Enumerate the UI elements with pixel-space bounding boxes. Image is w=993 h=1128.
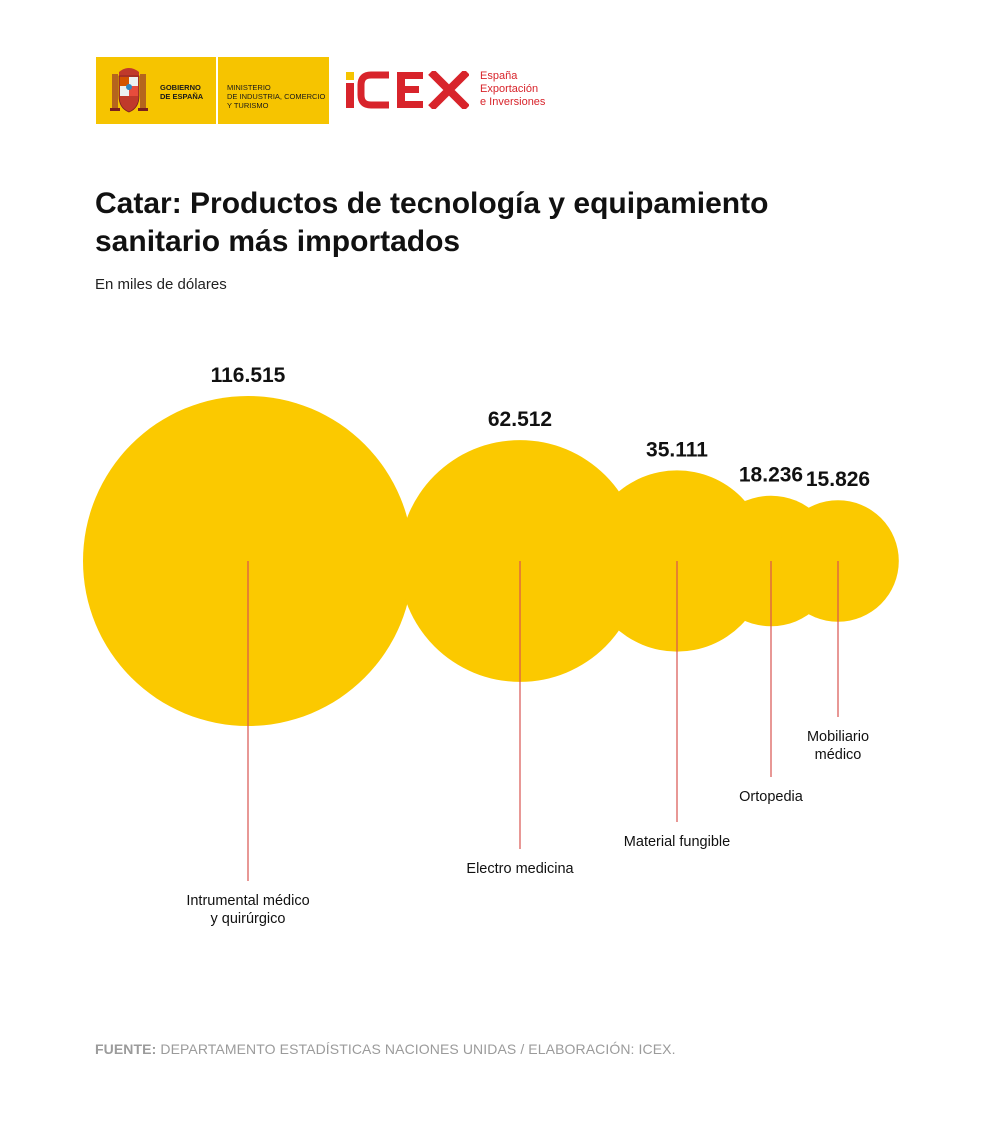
source-note: FUENTE: DEPARTAMENTO ESTADÍSTICAS NACION…: [95, 1041, 676, 1057]
value-label: 18.236: [739, 464, 803, 487]
category-label: Ortopedia: [739, 789, 804, 805]
category-label: y quirúrgico: [211, 911, 286, 927]
value-label: 116.515: [211, 364, 286, 387]
gov-line-2: DE ESPAÑA: [160, 92, 204, 101]
ministry-logo: MINISTERIO DE INDUSTRIA, COMERCIO Y TURI…: [218, 57, 329, 124]
category-label: Material fungible: [624, 834, 730, 850]
ministry-line-1: MINISTERIO: [227, 83, 271, 92]
chart-subtitle: En miles de dólares: [95, 276, 227, 293]
coat-of-arms-icon: [110, 68, 148, 113]
icex-tag-line-3: e Inversiones: [480, 96, 546, 108]
category-label: médico: [815, 747, 862, 763]
category-label: Intrumental médico: [186, 893, 309, 909]
gov-line-1: GOBIERNO: [160, 83, 201, 92]
bubble: [586, 470, 768, 652]
icex-tagline: España Exportación e Inversiones: [480, 70, 545, 109]
value-label: 35.111: [646, 438, 708, 461]
icex-tag-line-2: Exportación: [480, 83, 539, 95]
value-label: 62.512: [488, 408, 552, 431]
source-label: FUENTE:: [95, 1041, 157, 1057]
bubble-chart: 116.515 Intrumental médico y quirúrgico 62.…: [83, 364, 899, 927]
ministry-line-2: DE INDUSTRIA, COMERCIO: [227, 92, 326, 101]
ministry-line-3: Y TURISMO: [227, 101, 269, 110]
category-label: Mobiliario: [807, 729, 869, 745]
icex-logo-icon: [346, 71, 469, 109]
category-label: Electro medicina: [466, 861, 574, 877]
value-label: 15.826: [806, 468, 870, 491]
gobierno-logo: GOBIERNO DE ESPAÑA: [96, 57, 216, 124]
source-text: DEPARTAMENTO ESTADÍSTICAS NACIONES UNIDA…: [156, 1041, 676, 1057]
chart-title: Catar: Productos de tecnología y equipam…: [95, 187, 769, 258]
icex-tag-line-1: España: [480, 70, 518, 82]
